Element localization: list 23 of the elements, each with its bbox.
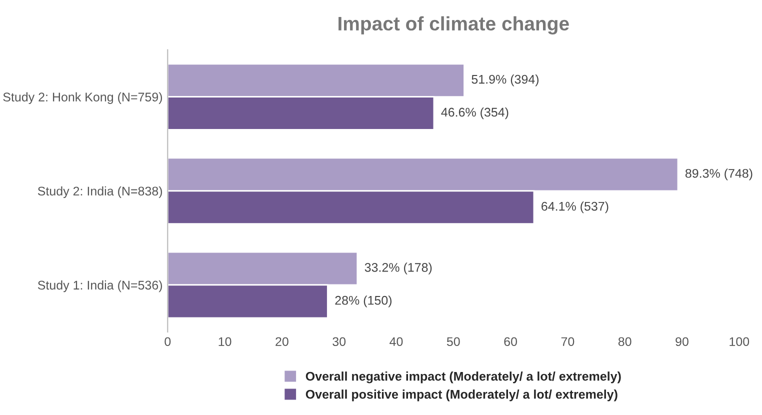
x-tick-label: 70	[561, 337, 574, 346]
data-label: 33.2% (178)	[364, 262, 432, 274]
x-tick-label: 20	[276, 337, 288, 346]
x-tick-label: 50	[446, 337, 460, 346]
data-label: 28% (150)	[335, 296, 392, 308]
legend-label: Overall positive impact (Moderately/ a lot/ extremely)	[306, 390, 618, 402]
data-label: 51.9% (394)	[472, 74, 539, 86]
data-label: 46.6% (354)	[441, 107, 508, 120]
y-tick-label: Study 2: Honk Kong (N=759)	[3, 92, 162, 104]
chart-title: Impact of climate change	[338, 16, 569, 34]
x-tick-label: 40	[390, 337, 403, 346]
x-tick-label: 0	[164, 337, 171, 346]
y-tick-label: Study 1: India (N=536)	[38, 280, 162, 292]
x-tick-label: 100	[730, 337, 750, 346]
data-label: 64.1% (537)	[542, 202, 608, 214]
x-tick-label: 80	[618, 337, 632, 346]
data-label: 89.3% (748)	[685, 168, 752, 180]
x-tick-label: 30	[332, 337, 346, 346]
legend-label: Overall negative impact (Moderately/ a lot/ extremely)	[306, 372, 621, 384]
x-tick-label: 10	[218, 337, 232, 346]
y-tick-label: Study 2: India (N=838)	[38, 186, 162, 198]
x-tick-label: 90	[676, 337, 688, 346]
x-tick-label: 60	[504, 337, 518, 346]
